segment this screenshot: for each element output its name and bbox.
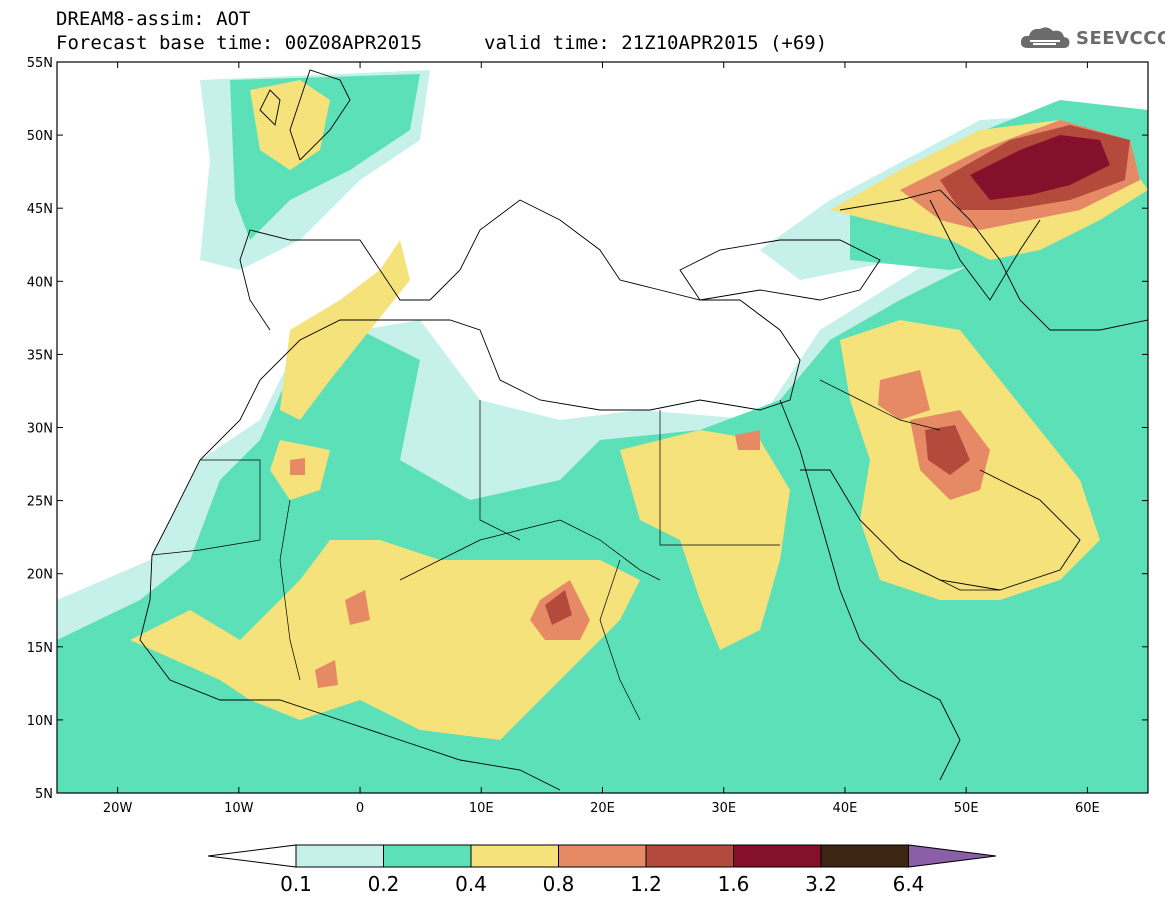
colorbar-high-arrow — [908, 844, 997, 868]
lon-tick-label: 10W — [224, 801, 254, 816]
lon-tick-label: 20E — [590, 801, 615, 816]
country-borders — [151, 379, 1000, 721]
colorbar-label: 1.2 — [630, 872, 662, 896]
colorbar-box — [733, 844, 822, 868]
latitude-axis: 55N 50N 45N 40N 35N 30N 25N 20N 15N 10N 5N — [27, 56, 1148, 802]
lon-tick-label: 10E — [469, 801, 494, 816]
colorbar-box — [383, 844, 472, 868]
lat-tick-label: 20N — [27, 568, 53, 583]
lat-tick-label: 40N — [27, 275, 53, 290]
lat-tick-label: 15N — [27, 641, 53, 656]
lat-tick-label: 30N — [27, 422, 53, 437]
colorbar: 0.1 0.2 0.4 0.8 1.2 1.6 3.2 6.4 — [207, 844, 997, 896]
colorbar-label: 0.8 — [543, 872, 575, 896]
map-title: DREAM8-assim: AOT — [56, 8, 251, 30]
colorbar-box — [470, 844, 559, 868]
colorbar-box — [295, 844, 384, 868]
colorbar-label: 0.1 — [280, 872, 312, 896]
lon-tick-label: 50E — [954, 801, 979, 816]
lon-tick-label: 40E — [833, 801, 858, 816]
seevccc-logo: SEEVCCC — [1018, 24, 1165, 52]
colorbar-label: 0.2 — [368, 872, 400, 896]
colorbar-low-arrow — [207, 844, 297, 868]
aot-band-1.6 — [970, 135, 1110, 200]
colorbar-box — [558, 844, 647, 868]
lat-tick-label: 5N — [35, 787, 53, 802]
lon-tick-label: 20W — [103, 801, 133, 816]
valid-time: valid time: 21Z10APR2015 (+69) — [484, 32, 828, 54]
lat-tick-label: 10N — [27, 714, 53, 729]
logo-text: SEEVCCC — [1076, 27, 1165, 49]
lat-tick-label: 55N — [27, 56, 53, 71]
lon-tick-label: 0 — [356, 801, 364, 816]
colorbar-label: 6.4 — [893, 872, 925, 896]
forecast-base-time: Forecast base time: 00Z08APR2015 — [56, 32, 423, 54]
lat-tick-label: 50N — [27, 129, 53, 144]
colorbar-box — [820, 844, 909, 868]
lat-tick-label: 35N — [27, 348, 53, 363]
aot-fields — [57, 62, 1148, 793]
lon-tick-label: 60E — [1075, 801, 1100, 816]
longitude-axis: 20W 10W 0 10E 20E 30E 40E 50E 60E — [103, 62, 1100, 816]
colorbar-label: 0.4 — [455, 872, 487, 896]
colorbar-label: 1.6 — [718, 872, 750, 896]
lat-tick-label: 25N — [27, 495, 53, 510]
lon-tick-label: 30E — [711, 801, 736, 816]
cloud-icon — [1020, 27, 1070, 48]
colorbar-label: 3.2 — [805, 872, 837, 896]
colorbar-box — [645, 844, 734, 868]
lat-tick-label: 45N — [27, 202, 53, 217]
